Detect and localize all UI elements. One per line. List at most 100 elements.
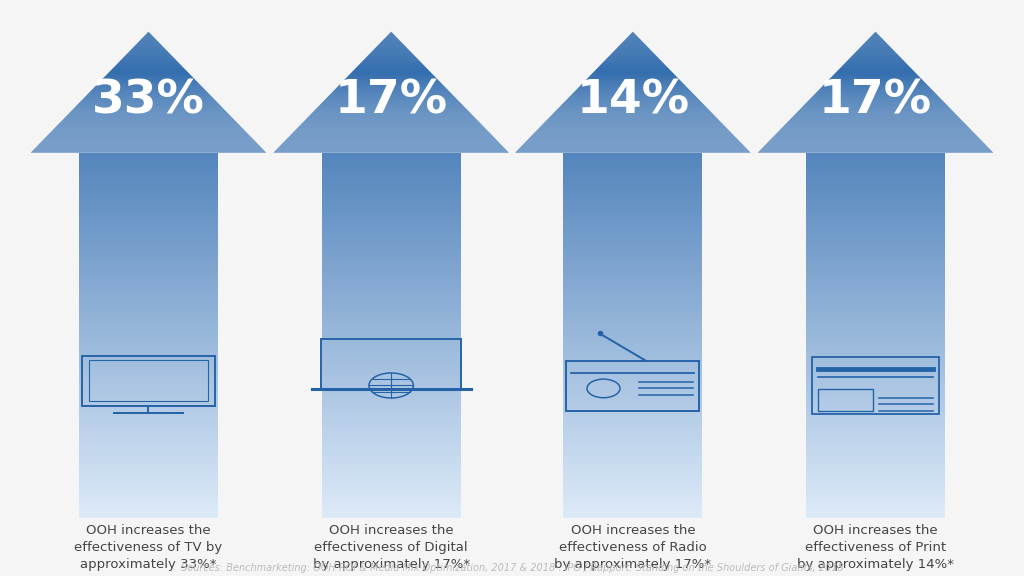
- Bar: [322, 198, 461, 202]
- Polygon shape: [766, 143, 985, 145]
- Polygon shape: [356, 67, 427, 68]
- Polygon shape: [815, 93, 936, 94]
- Polygon shape: [817, 91, 934, 92]
- Polygon shape: [552, 113, 714, 115]
- Bar: [79, 378, 218, 381]
- Bar: [806, 500, 945, 503]
- Bar: [563, 186, 702, 189]
- Bar: [806, 314, 945, 317]
- Bar: [806, 348, 945, 351]
- Bar: [563, 363, 702, 366]
- Polygon shape: [138, 41, 159, 42]
- Bar: [806, 497, 945, 500]
- Polygon shape: [113, 68, 184, 69]
- Bar: [322, 153, 461, 156]
- Bar: [563, 512, 702, 516]
- Bar: [322, 503, 461, 506]
- Polygon shape: [825, 82, 926, 83]
- Polygon shape: [365, 58, 418, 59]
- Polygon shape: [110, 71, 187, 72]
- Polygon shape: [620, 45, 646, 46]
- Polygon shape: [90, 90, 207, 91]
- Bar: [322, 226, 461, 229]
- Polygon shape: [562, 103, 703, 104]
- Polygon shape: [345, 78, 437, 79]
- Bar: [563, 162, 702, 165]
- Bar: [322, 332, 461, 335]
- Polygon shape: [788, 120, 963, 122]
- Bar: [79, 263, 218, 266]
- Bar: [563, 396, 702, 400]
- Bar: [79, 503, 218, 506]
- Polygon shape: [515, 151, 751, 153]
- Polygon shape: [859, 48, 892, 49]
- Bar: [322, 436, 461, 439]
- Polygon shape: [596, 69, 670, 70]
- Bar: [812, 357, 939, 415]
- Polygon shape: [382, 40, 400, 41]
- Bar: [806, 235, 945, 238]
- Polygon shape: [94, 86, 203, 87]
- Bar: [79, 302, 218, 305]
- Polygon shape: [378, 45, 404, 46]
- Polygon shape: [310, 113, 472, 115]
- Polygon shape: [45, 137, 252, 138]
- Polygon shape: [581, 84, 685, 85]
- Bar: [806, 363, 945, 366]
- Polygon shape: [845, 62, 906, 63]
- Bar: [79, 204, 218, 207]
- Bar: [322, 439, 461, 442]
- Bar: [322, 165, 461, 168]
- Bar: [79, 186, 218, 189]
- Bar: [563, 180, 702, 183]
- Polygon shape: [70, 111, 227, 112]
- Bar: [563, 387, 702, 391]
- Polygon shape: [387, 35, 395, 36]
- Bar: [322, 442, 461, 445]
- Bar: [563, 351, 702, 354]
- Bar: [322, 308, 461, 311]
- Bar: [322, 299, 461, 302]
- Bar: [79, 387, 218, 391]
- Bar: [322, 506, 461, 509]
- Polygon shape: [328, 96, 455, 97]
- Polygon shape: [123, 57, 174, 58]
- Bar: [806, 287, 945, 290]
- Text: 17%: 17%: [819, 78, 932, 123]
- Bar: [806, 512, 945, 516]
- Bar: [563, 207, 702, 211]
- Polygon shape: [814, 94, 937, 95]
- Polygon shape: [96, 84, 201, 85]
- Polygon shape: [824, 83, 927, 84]
- Bar: [79, 452, 218, 454]
- Polygon shape: [359, 63, 423, 64]
- Bar: [322, 479, 461, 482]
- Bar: [806, 506, 945, 509]
- Bar: [806, 186, 945, 189]
- Bar: [322, 354, 461, 357]
- Bar: [322, 263, 461, 266]
- Polygon shape: [129, 51, 168, 52]
- Bar: [563, 464, 702, 467]
- Bar: [806, 454, 945, 457]
- Polygon shape: [574, 90, 691, 91]
- Polygon shape: [559, 106, 707, 107]
- Polygon shape: [35, 147, 262, 149]
- Bar: [79, 332, 218, 335]
- Polygon shape: [864, 42, 887, 43]
- Polygon shape: [87, 94, 210, 95]
- Bar: [322, 335, 461, 339]
- Polygon shape: [607, 57, 658, 58]
- Bar: [79, 512, 218, 516]
- Polygon shape: [873, 33, 878, 34]
- Bar: [563, 153, 702, 156]
- Bar: [79, 460, 218, 464]
- Bar: [322, 351, 461, 354]
- Polygon shape: [570, 95, 695, 96]
- Bar: [322, 219, 461, 223]
- Polygon shape: [329, 95, 454, 96]
- Polygon shape: [579, 86, 687, 87]
- Bar: [806, 406, 945, 409]
- Polygon shape: [839, 69, 912, 70]
- Bar: [322, 314, 461, 317]
